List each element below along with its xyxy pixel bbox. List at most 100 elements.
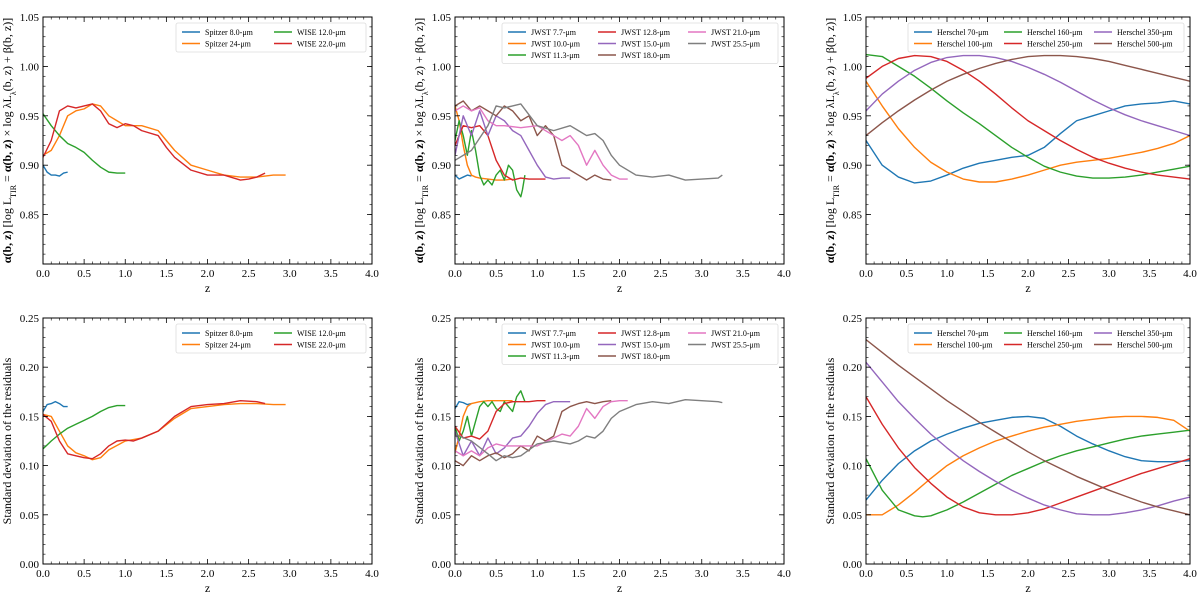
legend-label: JWST 11.3-μm (531, 51, 581, 60)
series-line-jwst-25.5-m (455, 103, 723, 181)
y-tick-label: 0.10 (843, 461, 863, 473)
y-tick-label: 0.95 (843, 111, 863, 123)
panel-jwst-alpha: 0.0 0.5 1.0 1.5 2.0 2.5 3.0 3.5 4.0 0.85 0.90 0.95 1… (412, 12, 791, 295)
x-tick-label: 3.0 (695, 568, 709, 580)
x-tick-label: 4.0 (777, 568, 791, 580)
x-tick-label: 0.5 (489, 568, 503, 580)
series-line-wise-22.0-m (43, 399, 266, 460)
panel-jwst-std: 0.0 0.5 1.0 1.5 2.0 2.5 3.0 3.5 4.0 0.00 0.05 0.10 0… (412, 313, 791, 595)
series-line-spitzer-8.0-m (43, 164, 68, 177)
x-tick-label: 3.0 (1102, 268, 1116, 280)
legend-label: JWST 7.7-μm (531, 28, 577, 37)
x-tick-label: 2.0 (1021, 268, 1035, 280)
series-line-herschel-250-m (866, 54, 1190, 180)
series-line-spitzer-8.0-m (43, 400, 68, 412)
y-tick-label: 0.20 (843, 362, 863, 374)
panel-herschel-alpha: 0.0 0.5 1.0 1.5 2.0 2.5 3.0 3.5 4.0 0.85 0.90 0.95 1… (823, 12, 1197, 295)
y-tick-label: 0.25 (20, 313, 40, 325)
legend-label: Herschel 500-μm (1117, 341, 1173, 350)
x-tick-label: 1.5 (572, 568, 586, 580)
legend-label: Herschel 100-μm (937, 40, 993, 49)
legend-box (175, 323, 367, 354)
legend-label: JWST 25.5-μm (711, 341, 761, 350)
legend-label: Herschel 250-μm (1027, 341, 1083, 350)
x-tick-label: 1.5 (572, 268, 586, 280)
series-line-herschel-100-m (866, 415, 1190, 516)
x-tick-label: 3.5 (736, 268, 750, 280)
y-tick-label: 0.90 (20, 160, 40, 172)
legend-label: JWST 18.0-μm (621, 352, 671, 361)
series-line-herschel-70-m (866, 415, 1190, 501)
plot-frame (865, 317, 1191, 565)
series-line-herschel-350-m (866, 54, 1190, 137)
x-axis-label: z (1025, 581, 1030, 595)
y-tick-label: 0.15 (20, 411, 40, 423)
legend-label: WISE 12.0-μm (297, 28, 347, 37)
x-tick-label: 0.5 (77, 568, 91, 580)
y-tick-label: 0.25 (843, 313, 863, 325)
series-line-spitzer-24-m (43, 402, 286, 461)
legend-label: Herschel 160-μm (1027, 28, 1083, 37)
series-line-herschel-250-m (866, 396, 1190, 516)
panel-spitzer-wise-alpha: 0.0 0.5 1.0 1.5 2.0 2.5 3.0 3.5 4.0 0.85 0.90 0.95 1… (0, 12, 379, 295)
y-tick-label: 0.10 (20, 461, 40, 473)
y-tick-label: 0.20 (20, 362, 40, 374)
x-tick-label: 1.5 (160, 268, 174, 280)
y-tick-label: 0.05 (843, 510, 863, 522)
series-line-jwst-15.0-m (455, 400, 571, 457)
legend-label: Herschel 160-μm (1027, 329, 1083, 338)
legend-label: Herschel 500-μm (1117, 40, 1173, 49)
x-tick-label: 3.5 (1143, 568, 1157, 580)
series-line-jwst-25.5-m (455, 398, 723, 462)
y-tick-label: 0.05 (20, 510, 40, 522)
legend: Herschel 70-μm Herschel 100-μm Herschel 16… (907, 323, 1185, 354)
legend-label: WISE 12.0-μm (297, 329, 347, 338)
legend-label: JWST 12.8-μm (621, 28, 671, 37)
x-tick-label: 3.5 (324, 568, 338, 580)
y-tick-label: 0.20 (432, 362, 452, 374)
legend-label: Herschel 100-μm (937, 341, 993, 350)
y-tick-label: 0.10 (432, 461, 452, 473)
plot-frame (42, 317, 373, 565)
y-tick-label: 0.85 (843, 210, 863, 222)
x-tick-label: 0.5 (489, 268, 503, 280)
y-axis-label: α(b, z) [log LTIR = α(b, z) × log λLλ(b,… (0, 18, 18, 263)
series-line-wise-12.0-m (43, 404, 126, 450)
y-tick-label: 0.25 (432, 313, 452, 325)
x-tick-label: 2.5 (242, 568, 256, 580)
y-axis-label: Standard deviation of the residuals (823, 357, 837, 524)
y-tick-label: 1.00 (432, 61, 452, 73)
series-line-jwst-21.0-m (455, 399, 628, 457)
x-tick-label: 1.0 (118, 568, 132, 580)
legend-box (501, 22, 779, 64)
legend-label: Herschel 350-μm (1117, 329, 1173, 338)
legend-label: JWST 7.7-μm (531, 329, 577, 338)
series-line-jwst-7.7-m (455, 400, 472, 409)
legend: Spitzer 8.0-μm Spitzer 24-μm WISE 12.0-μm W… (175, 323, 367, 354)
x-tick-label: 0.0 (448, 268, 462, 280)
x-tick-label: 3.0 (1102, 568, 1116, 580)
x-tick-label: 1.5 (981, 268, 995, 280)
x-tick-label: 2.5 (1062, 568, 1076, 580)
legend-label: JWST 12.8-μm (621, 329, 671, 338)
series-line-jwst-12.8-m (455, 399, 546, 440)
x-tick-label: 2.5 (654, 568, 668, 580)
y-tick-label: 0.00 (20, 559, 40, 571)
y-tick-label: 0.05 (432, 510, 452, 522)
series-line-jwst-11.3-m (455, 120, 526, 198)
x-tick-label: 2.5 (654, 268, 668, 280)
x-tick-label: 4.0 (1183, 268, 1197, 280)
series-line-jwst-15.0-m (455, 110, 571, 180)
legend-label: JWST 21.0-μm (711, 329, 761, 338)
x-tick-label: 2.0 (201, 568, 215, 580)
legend-box (175, 22, 367, 53)
x-tick-label: 0.0 (36, 568, 50, 580)
x-tick-label: 3.5 (736, 568, 750, 580)
legend-box (907, 323, 1185, 354)
y-tick-label: 1.00 (20, 61, 40, 73)
x-tick-label: 0.5 (77, 268, 91, 280)
legend-label: JWST 10.0-μm (531, 341, 581, 350)
x-tick-label: 0.0 (36, 268, 50, 280)
legend-label: Spitzer 8.0-μm (205, 329, 254, 338)
y-tick-label: 1.00 (843, 61, 863, 73)
